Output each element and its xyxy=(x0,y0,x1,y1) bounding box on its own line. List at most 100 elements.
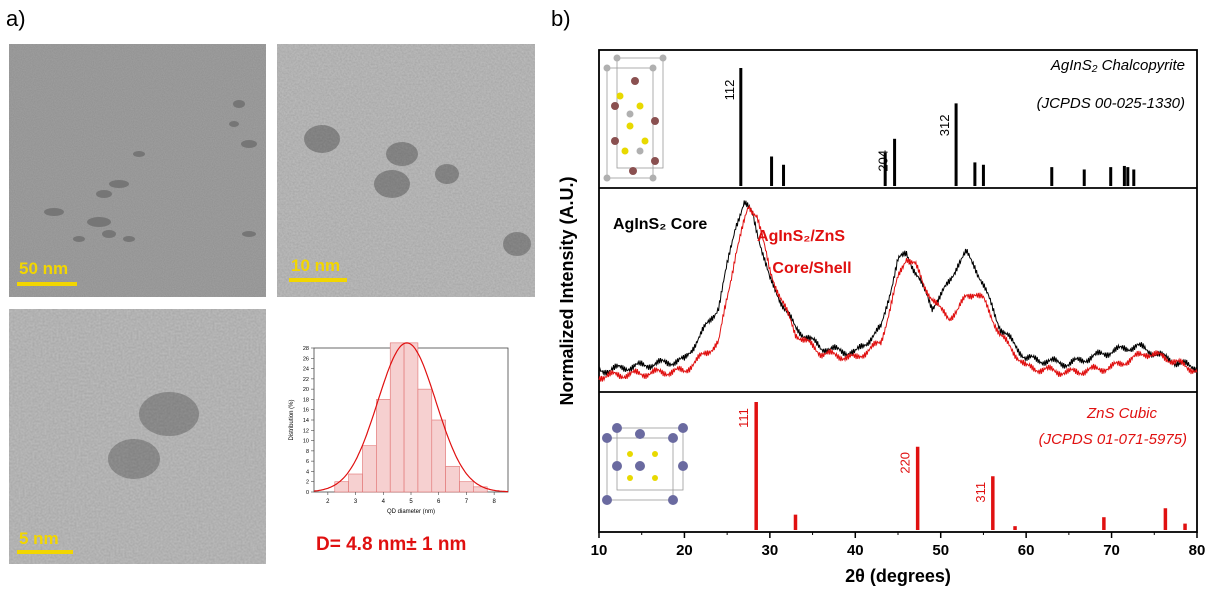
histogram-bar xyxy=(376,399,391,493)
indium-atom xyxy=(629,167,637,175)
scale-bar-label-5nm: 5 nm xyxy=(19,529,59,548)
zinc-atom xyxy=(678,461,688,471)
histogram-x-tick-label: 3 xyxy=(354,499,358,505)
indium-atom xyxy=(651,157,659,165)
chalcopyrite-peak-label: 112 xyxy=(722,80,737,101)
tem-image-5nm-texture xyxy=(9,309,266,564)
histogram-x-tick-label: 7 xyxy=(465,499,469,505)
zinc-atom xyxy=(678,423,688,433)
indium-atom xyxy=(611,102,619,110)
indium-atom xyxy=(611,137,619,145)
chalcopyrite-peak-label: 204 xyxy=(876,150,891,172)
zns-peak-label: 220 xyxy=(898,452,913,474)
histogram-y-tick-label: 6 xyxy=(306,459,309,465)
sulfur-atom xyxy=(641,137,649,145)
scale-bar-10nm xyxy=(289,278,347,282)
histogram-y-tick-label: 14 xyxy=(303,418,309,424)
zns-peak-label: 311 xyxy=(973,482,988,503)
xrd-x-tick-label: 60 xyxy=(1018,542,1035,559)
histogram-y-tick-label: 8 xyxy=(306,449,309,455)
zinc-atom xyxy=(602,433,612,443)
panel-a-label: a) xyxy=(6,6,26,31)
histogram-x-tick-label: 2 xyxy=(326,499,330,505)
xrd-x-tick-label: 80 xyxy=(1189,542,1205,559)
histogram-bar xyxy=(362,445,377,493)
histogram-x-tick-label: 8 xyxy=(492,499,496,505)
indium-atom xyxy=(651,117,659,125)
silver-atom xyxy=(613,54,621,62)
scale-bar-5nm xyxy=(17,550,73,554)
core-series-label: AgInS₂ Core xyxy=(613,216,707,233)
histogram-bar xyxy=(389,342,405,493)
histogram-y-tick-label: 26 xyxy=(303,356,309,362)
scale-bar-label-50nm: 50 nm xyxy=(19,259,69,278)
zinc-atom xyxy=(668,495,678,505)
silver-atom xyxy=(636,147,644,155)
sulfur-atom xyxy=(652,451,658,457)
zinc-atom xyxy=(612,423,622,433)
tem-image-10nm-texture xyxy=(277,44,535,297)
xrd-x-tick-label: 50 xyxy=(932,542,949,559)
xrd-x-tick-label: 30 xyxy=(762,542,779,559)
histogram-y-tick-label: 24 xyxy=(303,367,309,373)
silver-atom xyxy=(626,110,634,118)
chalcopyrite-peak-label: 312 xyxy=(937,115,952,137)
sulfur-atom xyxy=(652,475,658,481)
histogram-bar xyxy=(348,473,363,493)
histogram-y-tick-label: 12 xyxy=(303,428,309,434)
histogram-bar xyxy=(403,342,419,493)
histogram-x-tick-label: 5 xyxy=(409,499,413,505)
xrd-chart: 10 20 30 40 50 60 70 80 2θ (degrees) Normalized I… xyxy=(557,49,1205,586)
unit-cell-edge xyxy=(616,57,664,169)
histogram-y-tick-label: 0 xyxy=(306,490,309,496)
core-shell-series-label: AgInS₂/ZnS xyxy=(757,228,845,245)
zinc-atom xyxy=(635,429,645,439)
zinc-atom xyxy=(635,461,645,471)
silver-atom xyxy=(649,64,657,72)
xrd-x-axis-label: 2θ (degrees) xyxy=(845,566,951,586)
sulfur-atom xyxy=(626,122,634,130)
histogram-y-tick-label: 20 xyxy=(303,387,309,393)
tem-image-10nm: 10 nm xyxy=(277,44,535,297)
silver-atom xyxy=(659,54,667,62)
unit-cell-edge xyxy=(616,427,684,491)
tem-image-50nm: 50 nm xyxy=(9,44,266,297)
zinc-atom xyxy=(602,495,612,505)
xrd-x-tick-label: 20 xyxy=(676,542,693,559)
silver-atom xyxy=(603,174,611,182)
xrd-x-tick-label: 70 xyxy=(1103,542,1120,559)
histogram-y-tick-label: 4 xyxy=(306,469,309,475)
histogram-y-tick-label: 22 xyxy=(303,377,309,383)
zns-peak-label: 111 xyxy=(736,408,751,428)
sulfur-atom xyxy=(616,92,624,100)
chalcopyrite-crystal-inset xyxy=(603,54,667,182)
zns-code: (JCPDS 01-071-5975) xyxy=(1039,431,1187,448)
gaussian-fit-line xyxy=(313,342,508,493)
xrd-y-axis-label: Normalized Intensity (A.U.) xyxy=(557,176,577,405)
particle-size-text: D= 4.8 nm± 1 nm xyxy=(316,534,467,555)
sulfur-atom xyxy=(621,147,629,155)
histogram-bar xyxy=(445,465,460,493)
silver-atom xyxy=(649,174,657,182)
scale-bar-50nm xyxy=(17,282,77,286)
histogram-x-tick-label: 6 xyxy=(437,499,441,505)
histogram-y-axis-label: Distribution (%) xyxy=(289,399,295,440)
tem-image-5nm: 5 nm xyxy=(9,309,266,564)
zns-title: ZnS Cubic xyxy=(1086,405,1158,422)
zinc-atom xyxy=(612,461,622,471)
xrd-pattern-line xyxy=(598,200,1198,376)
xrd-x-tick-label: 10 xyxy=(591,542,608,559)
indium-atom xyxy=(631,77,639,85)
sulfur-atom xyxy=(627,451,633,457)
core-shell-series-label-line2: Core/Shell xyxy=(772,260,851,277)
histogram-y-tick-label: 2 xyxy=(306,480,309,486)
histogram-bar xyxy=(459,481,474,493)
xrd-x-tick-label: 40 xyxy=(847,542,864,559)
silver-atom xyxy=(603,64,611,72)
histogram-bar xyxy=(417,388,433,493)
sulfur-atom xyxy=(627,475,633,481)
panel-b-label: b) xyxy=(551,6,571,31)
sulfur-atom xyxy=(636,102,644,110)
histogram-y-tick-label: 16 xyxy=(303,408,309,414)
